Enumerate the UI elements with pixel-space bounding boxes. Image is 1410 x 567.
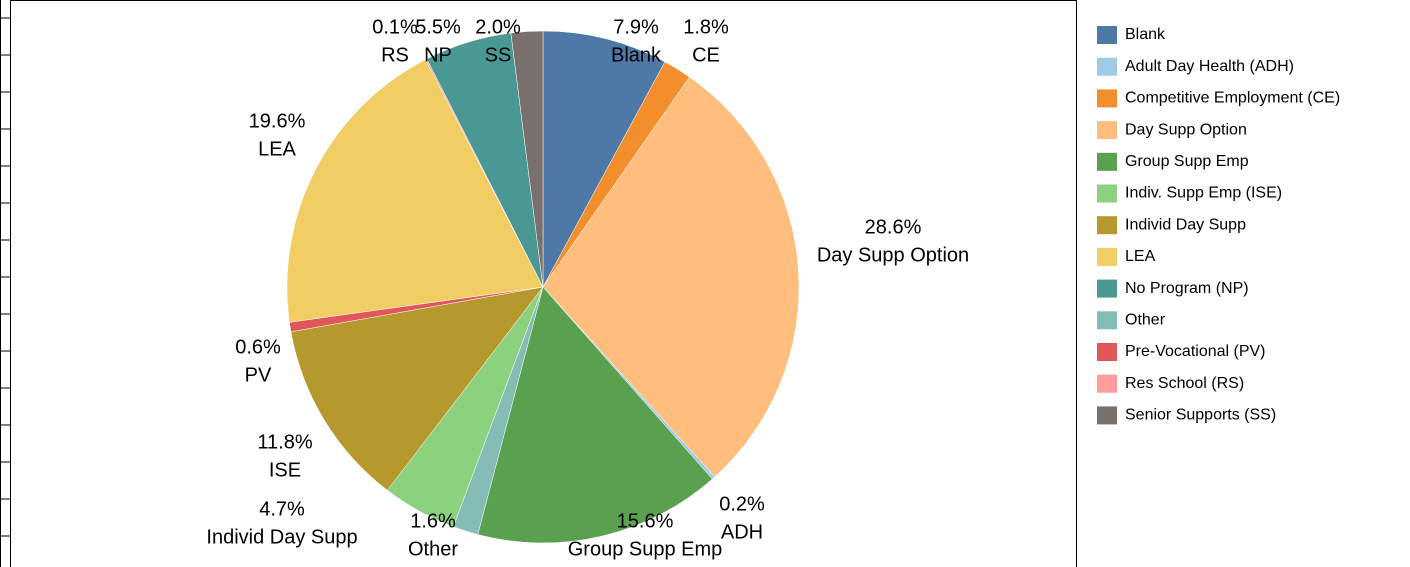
- legend-label: Res School (RS): [1125, 375, 1244, 392]
- slice-label: LEA: [258, 138, 296, 160]
- legend-label: LEA: [1125, 248, 1156, 265]
- slice-label: PV: [245, 364, 272, 386]
- slice-value-label: 15.6%: [617, 510, 674, 532]
- legend-label: Pre-Vocational (PV): [1125, 343, 1266, 360]
- legend-label: Senior Supports (SS): [1125, 407, 1276, 424]
- slice-label: Group Supp Emp: [568, 538, 723, 560]
- legend-label: Group Supp Emp: [1125, 153, 1249, 170]
- legend-label: Adult Day Health (ADH): [1125, 58, 1294, 75]
- legend-label: Blank: [1125, 26, 1166, 43]
- slice-label: Day Supp Option: [817, 244, 969, 266]
- slice-label: Blank: [611, 44, 662, 66]
- legend-swatch: [1097, 184, 1117, 203]
- slice-value-label: 7.9%: [613, 16, 659, 38]
- pie-slice: [510, 30, 544, 288]
- legend-swatch: [1097, 89, 1117, 108]
- left-ticks: [0, 17, 10, 537]
- legend-swatch: [1097, 374, 1117, 393]
- legend-swatch: [1097, 343, 1117, 361]
- pie-slice: [542, 76, 800, 478]
- legend-swatch: [1097, 279, 1117, 298]
- slice-value-label: 0.6%: [235, 336, 281, 358]
- legend-swatch: [1097, 311, 1117, 330]
- pie-slice: [542, 30, 666, 288]
- slice-label: Individ Day Supp: [206, 526, 357, 548]
- slice-label: NP: [424, 44, 452, 66]
- legend-label: Indiv. Supp Emp (ISE): [1125, 185, 1282, 202]
- slice-label: SS: [485, 44, 512, 66]
- slice-value-label: 1.6%: [410, 510, 456, 532]
- slice-label: RS: [381, 44, 409, 66]
- legend-label: Competitive Employment (CE): [1125, 90, 1340, 107]
- slice-label: ISE: [269, 459, 301, 481]
- legend-swatch: [1097, 121, 1117, 140]
- legend-swatch: [1097, 406, 1117, 425]
- slice-value-label: 11.8%: [257, 431, 312, 453]
- slice-value-label: 5.5%: [415, 16, 461, 38]
- legend-swatch: [1097, 247, 1117, 266]
- legend-label: Other: [1125, 312, 1166, 329]
- slice-label: CE: [692, 44, 720, 66]
- legend-label: No Program (NP): [1125, 280, 1249, 297]
- slice-value-label: 0.1%: [372, 16, 418, 38]
- slice-value-label: 1.8%: [683, 16, 729, 38]
- pie-slice: [477, 286, 713, 544]
- legend-swatch: [1097, 152, 1117, 171]
- slice-value-label: 2.0%: [475, 16, 521, 38]
- legend-swatch: [1097, 57, 1117, 76]
- slice-label: Other: [408, 538, 458, 560]
- slice-value-label: 19.6%: [249, 110, 306, 132]
- slice-value-label: 4.7%: [259, 498, 305, 520]
- legend-swatch: [1097, 216, 1117, 235]
- legend-label: Day Supp Option: [1125, 121, 1247, 138]
- slice-value-label: 28.6%: [865, 216, 922, 238]
- legend-label: Individ Day Supp: [1125, 216, 1246, 233]
- pie-slice: [286, 59, 544, 323]
- pie-slice: [290, 286, 544, 491]
- slice-value-label: 0.2%: [719, 493, 765, 515]
- legend-swatch: [1097, 26, 1117, 44]
- slice-label: ADH: [721, 521, 763, 543]
